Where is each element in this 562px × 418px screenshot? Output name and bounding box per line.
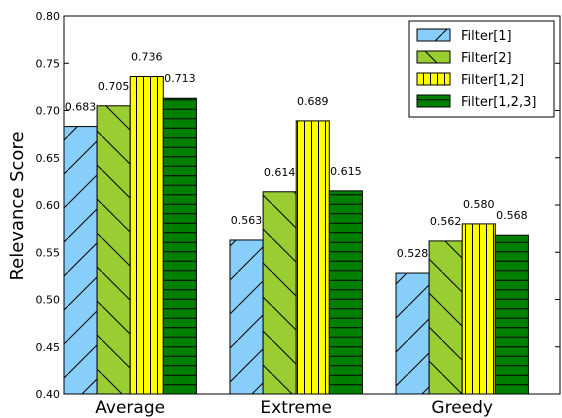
y-tick-label: 0.65 (36, 152, 61, 165)
data-label: 0.563 (231, 214, 263, 227)
data-label: 0.562 (430, 215, 462, 228)
y-tick-label: 0.50 (36, 294, 61, 307)
y-tick-label: 0.75 (36, 57, 61, 70)
x-category-label: Extreme (260, 398, 332, 418)
y-tick-label: 0.55 (36, 246, 61, 259)
bar-hatch (495, 235, 529, 394)
data-label: 0.689 (297, 95, 329, 108)
legend-swatch-hatch (417, 29, 450, 41)
bar-hatch (396, 273, 430, 394)
data-label: 0.713 (164, 72, 196, 85)
bar-hatch (97, 105, 131, 395)
y-axis-tick-labels: 0.40 0.45 0.50 0.55 0.60 0.65 0.70 0.75 0.80 (36, 10, 61, 401)
y-tick-label: 0.40 (36, 388, 61, 401)
data-label: 0.568 (496, 209, 528, 222)
legend-swatch-hatch (417, 73, 450, 85)
y-tick-label: 0.80 (36, 10, 61, 23)
bar-hatch (429, 240, 463, 394)
bar-hatch (64, 126, 98, 394)
data-label: 0.683 (65, 101, 97, 114)
bar-hatch (329, 190, 363, 394)
plot-frame (63, 15, 561, 395)
legend-label: Filter[2] (461, 51, 512, 66)
data-label: 0.614 (264, 166, 296, 179)
y-tick-label: 0.60 (36, 199, 61, 212)
bar-hatch (462, 223, 496, 394)
bar-hatch (130, 76, 164, 394)
data-label: 0.580 (463, 198, 495, 211)
bars-group (63, 75, 529, 395)
y-tick-label: 0.70 (36, 105, 61, 118)
data-label: 0.705 (98, 80, 130, 93)
y-tick-label: 0.45 (36, 341, 61, 354)
x-axis-category-labels: Average Extreme Greedy (95, 398, 493, 418)
bar-hatch (163, 98, 197, 394)
legend-swatch-hatch (417, 95, 450, 107)
legend-swatch-hatch (417, 51, 450, 63)
legend-label: Filter[1] (461, 29, 512, 44)
x-category-label: Greedy (431, 398, 493, 418)
data-label: 0.736 (131, 50, 163, 63)
x-category-label: Average (95, 398, 165, 418)
bar-hatch (230, 239, 264, 394)
data-label: 0.528 (397, 247, 429, 260)
legend-label: Filter[1,2] (461, 73, 524, 88)
data-label: 0.615 (330, 165, 362, 178)
legend: Filter[1] Filter[2] Filter[1,2] Filter[1,2,… (408, 20, 555, 118)
bar-hatch (296, 120, 330, 395)
bar-hatch (263, 191, 297, 394)
legend-label: Filter[1,2,3] (461, 95, 536, 110)
y-axis-title: Relevance Score (7, 131, 28, 280)
